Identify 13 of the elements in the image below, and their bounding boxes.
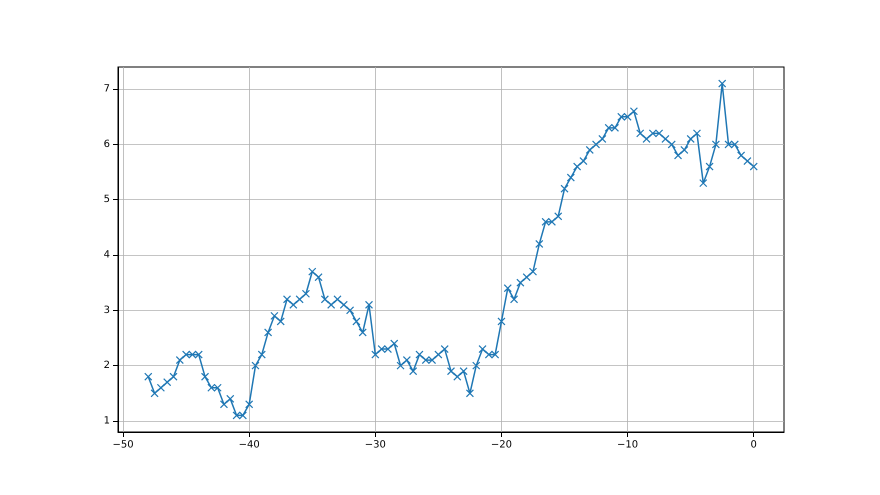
x-tick-label: −50 [112,440,134,450]
x-tick-label: −40 [238,440,260,450]
y-tick-label: 1 [104,415,110,426]
y-tick-label: 5 [104,194,110,206]
x-tick-label: −20 [490,440,512,450]
y-tick-label: 6 [104,138,110,150]
y-tick-label: 7 [104,84,110,95]
y-tick-label: 2 [104,360,110,372]
x-tick-label: −10 [617,440,638,450]
x-tick-label: −30 [364,440,386,450]
y-tick-label: 3 [104,304,110,316]
x-tick-label: 0 [750,440,757,450]
y-tick-label: 4 [104,250,110,261]
